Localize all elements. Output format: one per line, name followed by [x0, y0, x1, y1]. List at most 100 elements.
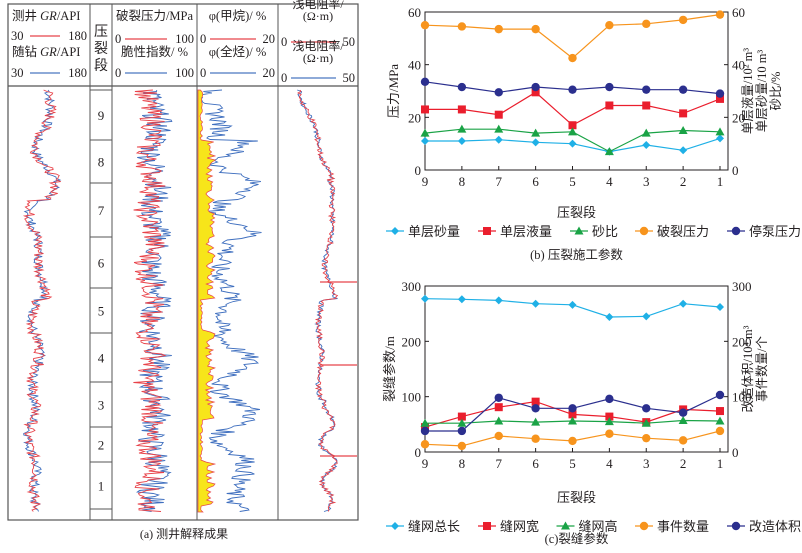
scale-max: 100: [175, 66, 194, 80]
data-point: [494, 135, 503, 144]
x-tick-label: 5: [569, 174, 576, 189]
y-tick-label: 0: [415, 163, 422, 178]
y2-tick-label: 60: [732, 5, 745, 20]
chart-b-svg: 0 20 40 60 0 20 40 60 9 8 7 6 5 4 3 2 1 压力/MPa 单层液量/10² m³…: [386, 5, 801, 262]
data-point: [457, 295, 466, 304]
data-point: [716, 134, 724, 143]
series-circle-group: [420, 390, 725, 436]
y-tick-label: 100: [402, 390, 422, 405]
data-point: [642, 312, 651, 321]
scale-min: 0: [281, 35, 287, 49]
log-frame: [7, 3, 359, 521]
data-point: [715, 89, 725, 98]
stage-label: 9: [98, 108, 105, 123]
x-tick-label: 8: [459, 456, 466, 471]
scale-max: 50: [343, 71, 356, 85]
series-line: [425, 91, 721, 126]
legend-marker: [483, 227, 491, 235]
plot-frame: [424, 11, 729, 171]
x-tick-label: 4: [606, 456, 613, 471]
x-axis-label: 压裂段: [557, 205, 596, 220]
scale-max: 20: [263, 32, 276, 46]
data-point: [568, 416, 577, 425]
x-tick-label: 3: [643, 174, 650, 189]
legend-marker: [731, 521, 741, 531]
data-point: [679, 146, 688, 155]
brittleness-curve: [136, 89, 173, 512]
data-point: [605, 429, 614, 438]
resistivity-curve-red: [297, 89, 339, 512]
data-point: [568, 436, 577, 446]
stage-label: 8: [98, 155, 105, 170]
legend-item: 改造体积: [727, 519, 801, 534]
x-tick-label: 1: [717, 174, 724, 189]
data-point: [420, 418, 430, 427]
data-point: [420, 128, 430, 137]
y-axis-label: 裂缝参数/m: [382, 336, 397, 402]
data-point: [568, 139, 577, 148]
data-point: [568, 300, 577, 309]
data-point: [605, 82, 614, 92]
data-point: [457, 82, 467, 92]
scale-min: 30: [11, 66, 24, 80]
data-point: [715, 10, 725, 19]
data-point: [715, 416, 725, 425]
x-tick-label: 4: [606, 174, 613, 189]
data-point: [641, 418, 651, 427]
y2-axis-label: 改造体积/10⁴ m³: [741, 325, 755, 412]
series-diamond-group: [421, 134, 724, 156]
track-label: 测井 GR/API: [12, 9, 80, 23]
data-point: [715, 127, 725, 136]
data-point: [568, 127, 577, 136]
y-tick-label: 40: [408, 58, 421, 73]
y2-tick-label: 300: [732, 279, 752, 294]
data-point: [642, 404, 651, 413]
series-circle-group: [420, 10, 725, 63]
y2-axis-label: 单层砂量/10 m³: [755, 49, 769, 132]
data-point: [420, 426, 430, 436]
data-point: [457, 137, 466, 146]
data-point: [715, 390, 725, 400]
data-point: [531, 24, 540, 34]
data-point: [568, 53, 577, 63]
track-label: 随钻 GR/API: [12, 44, 80, 59]
legend-label: 单层液量: [500, 224, 552, 239]
fracture-parameters-chart: 0 100 200 300 0 100 200 300 9 8 7 6 5 4 3 2 1 裂缝参数/m 改造体积/…: [370, 270, 802, 548]
legend-marker: [574, 226, 584, 235]
data-point: [678, 436, 688, 445]
series-square-group: [421, 397, 724, 432]
legend-item: 砂比: [570, 224, 618, 239]
data-point: [421, 105, 429, 114]
track-label: φ(甲烷)/ %: [209, 9, 267, 23]
data-point: [420, 20, 430, 30]
data-point: [494, 24, 503, 34]
legend-label: 单层砂量: [408, 224, 460, 239]
y-tick-label: 0: [415, 445, 422, 460]
data-point: [457, 105, 466, 114]
stage-header-char: 段: [94, 58, 108, 74]
data-point: [531, 397, 540, 406]
data-point: [568, 404, 577, 413]
data-point: [716, 94, 724, 103]
data-point: [568, 85, 577, 94]
data-point: [678, 15, 688, 25]
data-point: [716, 303, 724, 312]
legend-label: 缝网宽: [500, 519, 539, 534]
series-triangle-group: [420, 415, 725, 427]
data-point: [531, 299, 540, 308]
data-point: [420, 77, 430, 86]
y-axis-label: 压力/MPa: [386, 64, 401, 118]
fracturing-parameters-chart: 0 20 40 60 0 20 40 60 9 8 7 6 5 4 3 2 1 压力/MPa 单层液量/10² m³…: [370, 0, 802, 270]
data-point: [531, 88, 540, 97]
series-square-group: [421, 88, 724, 130]
track-label-unit: (Ω·m): [303, 51, 333, 65]
legend-label: 破裂压力: [657, 224, 709, 239]
x-tick-label: 7: [496, 456, 503, 471]
data-point: [531, 138, 540, 147]
x-axis-label: 压裂段: [557, 490, 596, 505]
chart-caption: (c)裂缝参数: [545, 531, 609, 546]
series-circle-group: [420, 77, 725, 98]
legend-item: 事件数量: [635, 519, 709, 534]
data-point: [531, 128, 541, 137]
series-circle-group: [420, 426, 725, 451]
